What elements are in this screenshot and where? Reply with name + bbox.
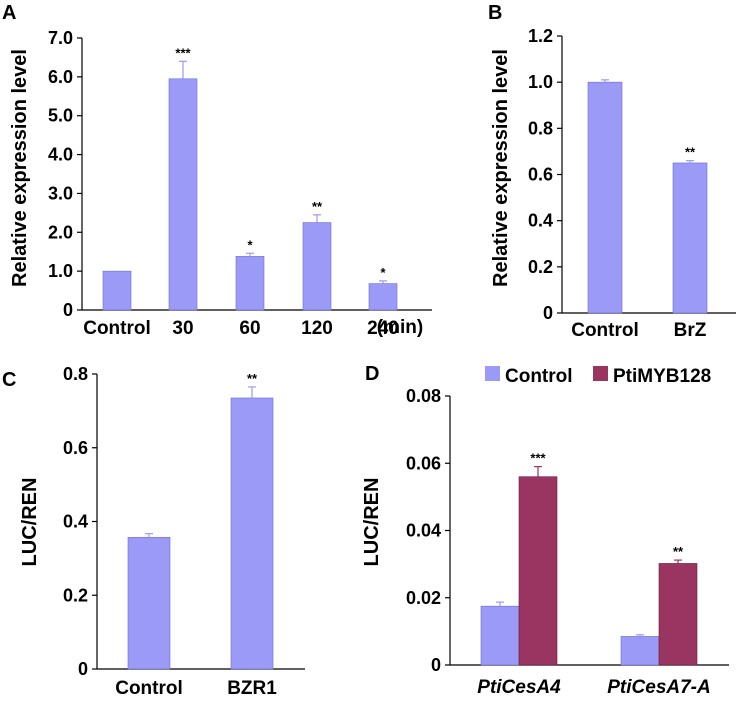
panel-b: B Relative expression level 0 0.2 0.4 0.6 0.… [488, 2, 736, 341]
legend-swatch-ptimyb128 [593, 366, 608, 381]
panel-c-ytick-label: 0.6 [63, 438, 88, 458]
panel-d-bar-control-1 [620, 636, 660, 666]
panel-a-bar-2 [235, 256, 265, 311]
panel-a-ytick-label: 2.0 [48, 222, 73, 242]
panel-a-xtick-label: 60 [239, 318, 260, 339]
legend-label-ptimyb128: PtiMYB128 [613, 366, 711, 387]
panel-b-xtick-label: Control [571, 320, 639, 341]
panel-a-significance: * [247, 237, 253, 252]
panel-c-ytick-label: 0 [78, 659, 88, 679]
panel-a-ytick-label: 1.0 [48, 261, 73, 281]
panel-d: D LUC/REN Control PtiMYB128 0 0.02 0.04 0.0… [361, 363, 729, 698]
panel-d-legend: Control PtiMYB128 [485, 366, 711, 387]
panel-d-letter: D [365, 363, 379, 385]
panel-c-ylabel: LUC/REN [19, 478, 41, 567]
panel-c-ytick-label: 0.8 [63, 364, 88, 384]
panel-b-xtick-label: BrZ [674, 320, 707, 341]
panel-c-xtick-label: Control [115, 678, 183, 699]
panel-b-ytick-label: 0 [543, 303, 553, 323]
panel-d-ytick-label: 0.08 [406, 386, 441, 406]
panel-a-ytick-label: 0 [63, 300, 73, 320]
panel-a-significance: ** [312, 199, 323, 214]
panel-d-ytick-label: 0.06 [406, 453, 441, 473]
panel-d-ytick-label: 0 [431, 655, 441, 675]
panel-b-bar-1 [672, 162, 708, 314]
panel-a-bar-0 [102, 270, 132, 311]
panel-a-xtick-label: 240 [367, 318, 399, 339]
panel-d-bar-ptimyb128-1 [658, 563, 698, 666]
panel-a-bar-4 [368, 283, 398, 311]
panel-b-ytick-label: 0.6 [528, 165, 553, 185]
panel-c: C LUC/REN 0 0.2 0.4 0.6 0.8 Control ** BZR1 [2, 364, 305, 699]
panel-d-significance: ** [673, 544, 684, 559]
legend-label-control: Control [505, 366, 573, 387]
panel-c-xtick-label: BZR1 [227, 678, 277, 699]
panel-a-xtick-label: 30 [172, 318, 193, 339]
panel-b-ytick-label: 0.8 [528, 118, 553, 138]
panel-a-significance: * [380, 265, 386, 280]
panel-d-ylabel: LUC/REN [361, 478, 383, 567]
panel-a-bar-3 [302, 222, 332, 311]
panel-d-significance: *** [530, 451, 546, 466]
panel-b-significance: ** [685, 145, 696, 160]
panel-a-xtick-label: 120 [301, 318, 333, 339]
panel-c-bar-0 [127, 537, 171, 670]
panel-a-ytick-label: 7.0 [48, 28, 73, 48]
panel-c-ytick-label: 0.4 [63, 512, 88, 532]
panel-b-ytick-label: 0.4 [528, 211, 553, 231]
panel-a-ytick-label: 4.0 [48, 145, 73, 165]
panel-d-ytick-label: 0.04 [406, 521, 441, 541]
panel-a: A Relative expression level 0 1.0 2.0 3.0 4.… [2, 2, 432, 339]
panel-c-ytick-label: 0.2 [63, 585, 88, 605]
panel-c-significance: ** [247, 371, 258, 386]
panel-d-bar-ptimyb128-0 [518, 476, 558, 666]
panel-a-ytick-label: 5.0 [48, 106, 73, 126]
panel-a-bar-1 [168, 78, 198, 311]
panel-b-ylabel: Relative expression level [490, 49, 512, 287]
panel-a-ytick-label: 3.0 [48, 183, 73, 203]
panel-a-ylabel: Relative expression level [9, 49, 31, 287]
panel-a-xtick-label: Control [83, 318, 151, 339]
panel-b-ytick-label: 1.0 [528, 72, 553, 92]
panel-d-ytick-label: 0.02 [406, 588, 441, 608]
panel-d-xtick-label: PtiCesA7-A [607, 677, 710, 698]
panel-b-ytick-label: 0.2 [528, 257, 553, 277]
panel-d-xtick-label: PtiCesA4 [477, 677, 561, 698]
panel-b-letter: B [488, 2, 502, 24]
panel-a-letter: A [2, 2, 16, 24]
panel-a-significance: *** [175, 45, 191, 60]
panel-b-ytick-label: 1.2 [528, 26, 553, 46]
panel-c-bar-1 [230, 397, 274, 670]
panel-d-bar-control-0 [480, 605, 520, 666]
panel-a-ytick-label: 6.0 [48, 67, 73, 87]
panel-c-letter: C [2, 369, 16, 391]
panel-a-x-unit: (min) [377, 317, 423, 338]
legend-swatch-control [485, 366, 500, 381]
panel-b-bar-0 [587, 81, 623, 314]
